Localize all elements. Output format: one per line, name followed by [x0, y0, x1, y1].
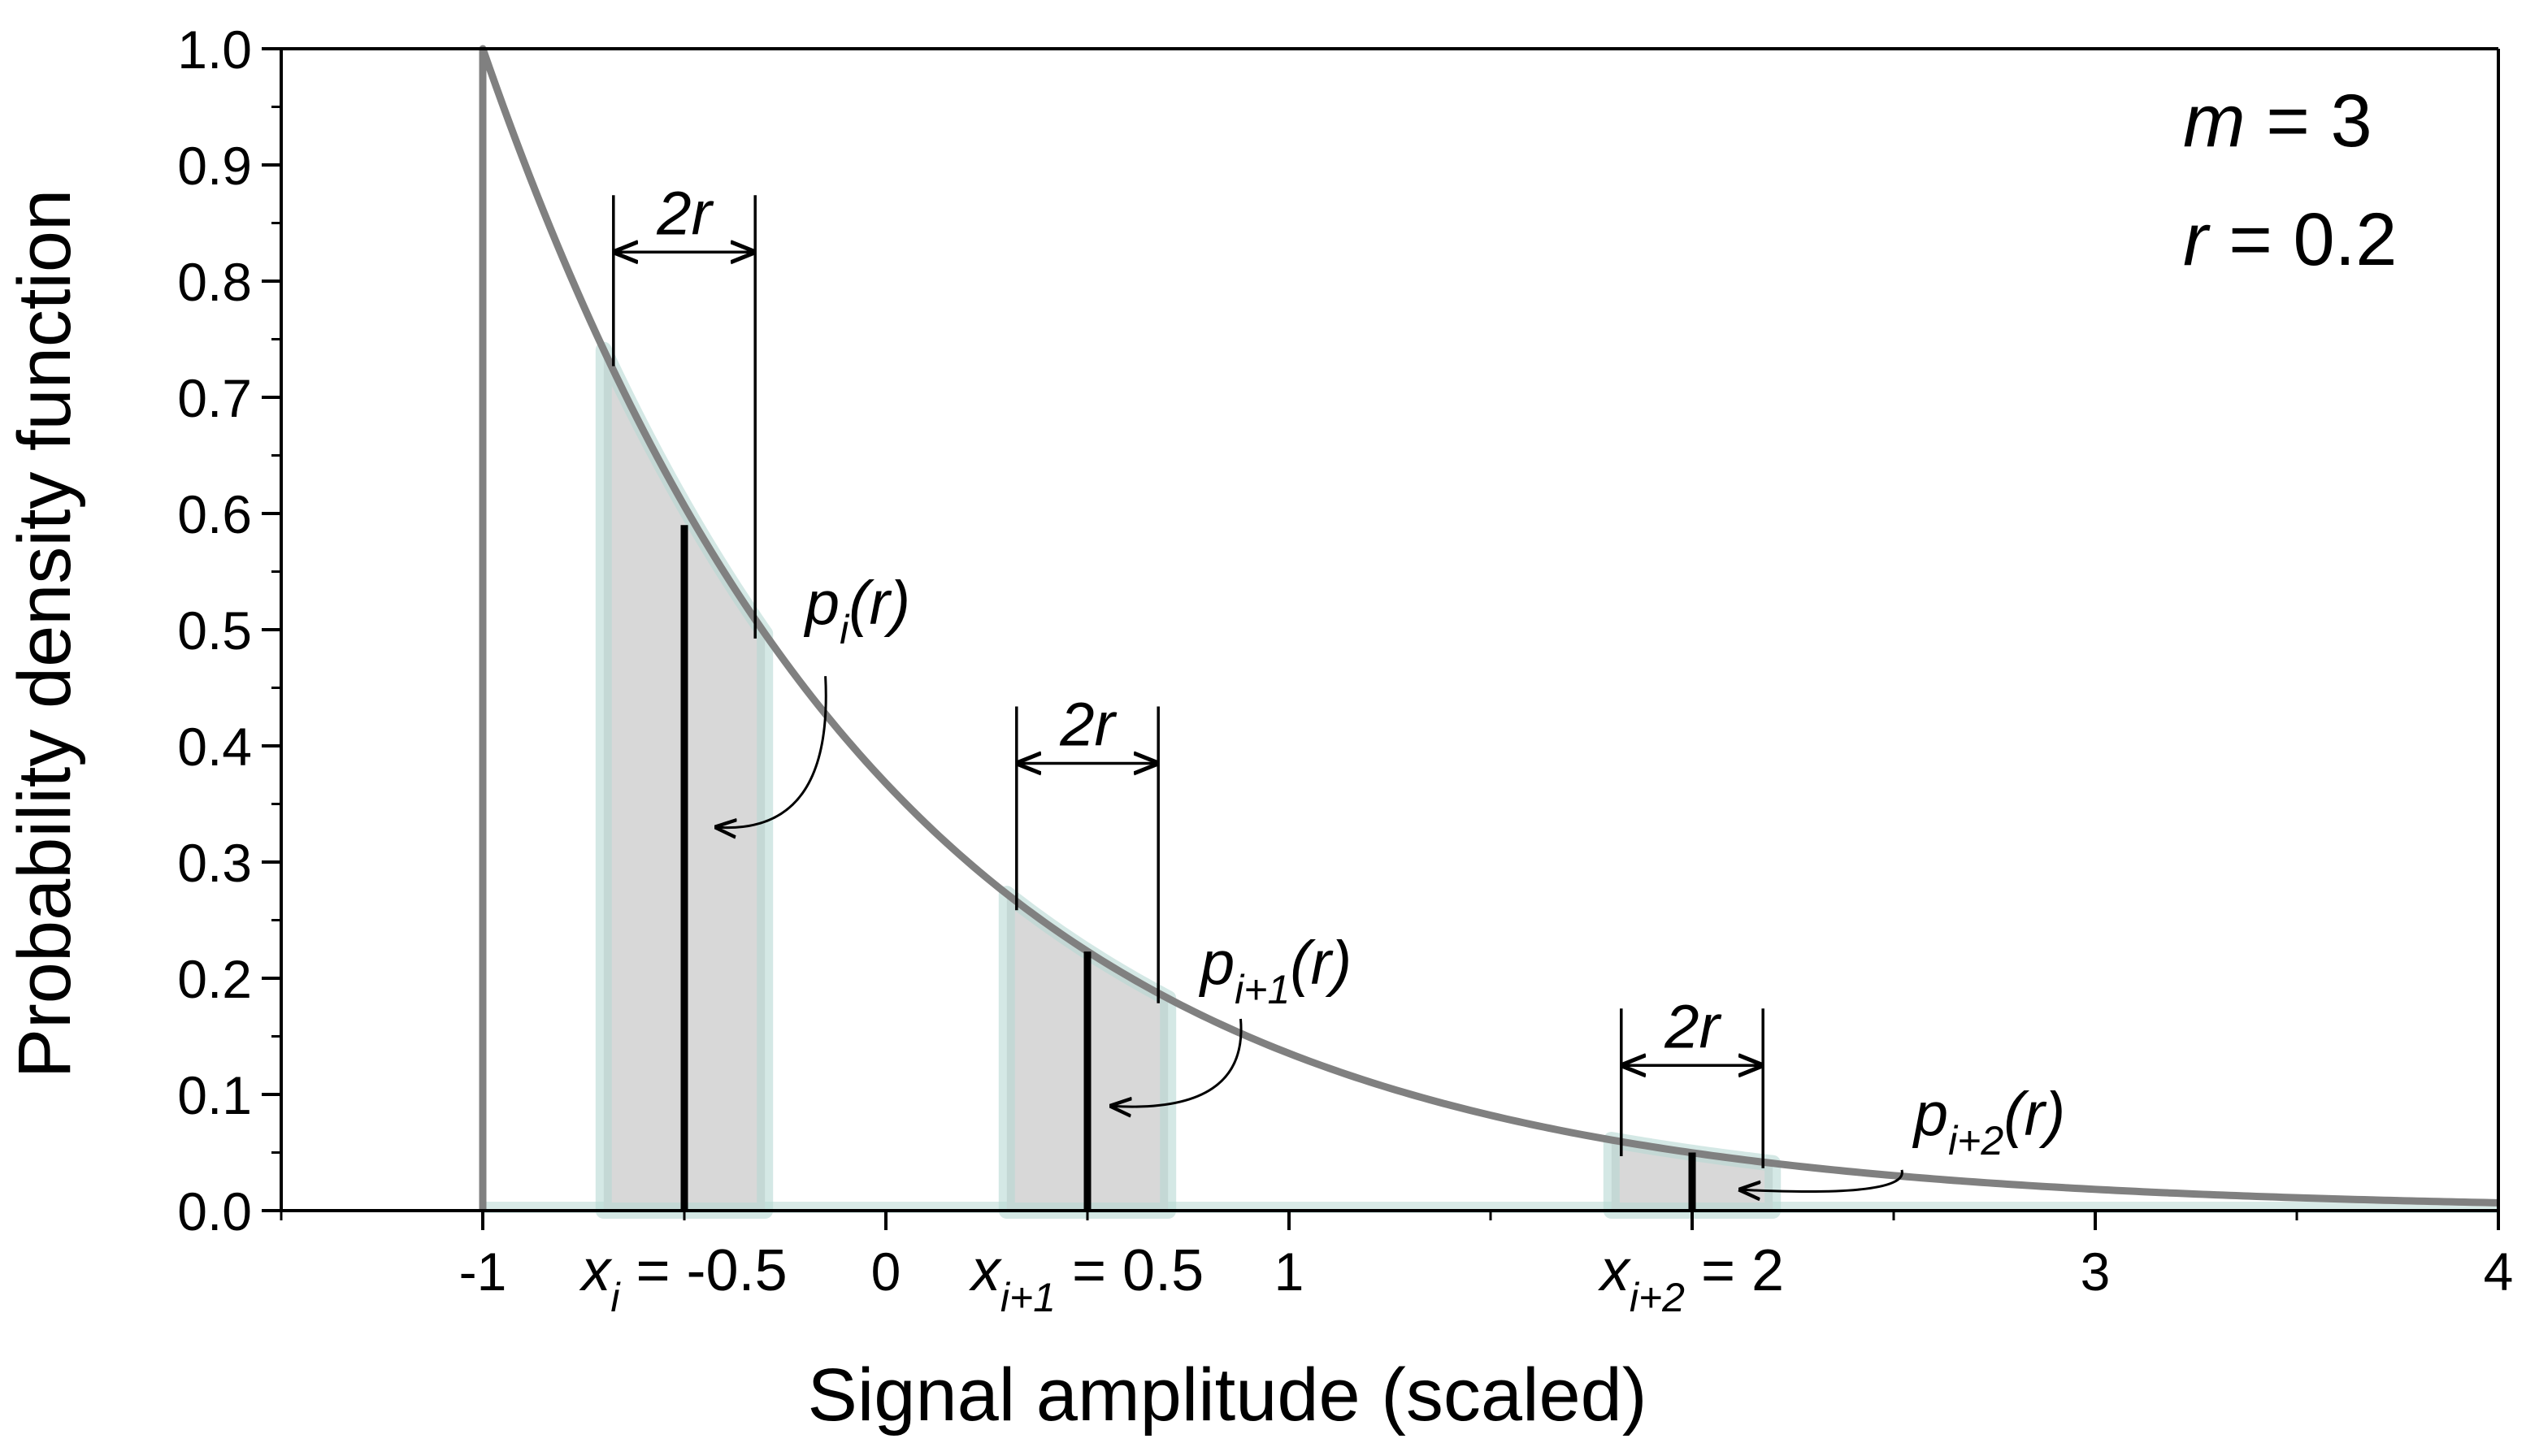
x-tick-label: 4	[2484, 1242, 2514, 1302]
axes: 0.0 0.1 0.2 0.3 0.4 0.5 0.6 0.7 0.8 0.9 1.0 -1 0 1 3 4	[177, 20, 2513, 1302]
y-tick-label: 0.4	[177, 717, 252, 777]
center-label: xi+1 = 0.5	[969, 1238, 1204, 1320]
prob-pointer-arrow	[1112, 1018, 1243, 1107]
x-tick-label: 0	[871, 1242, 901, 1302]
width-label: 2r	[656, 179, 714, 248]
m-parameter-label: m = 3	[2183, 80, 2372, 162]
x-axis-label: Signal amplitude (scaled)	[808, 1354, 1647, 1436]
y-tick-label: 0.3	[177, 833, 252, 893]
x-tick-label: 3	[2081, 1242, 2111, 1302]
y-tick-label: 0.0	[177, 1181, 252, 1242]
prob-label: pi+1(r)	[1199, 929, 1352, 1012]
y-tick-label: 0.9	[177, 136, 252, 196]
y-tick-label: 0.6	[177, 484, 252, 544]
y-tick-label: 0.8	[177, 252, 252, 312]
pdf-curve-group	[479, 45, 2499, 1211]
pdf-curve	[479, 45, 2499, 1211]
width-label: 2r	[1664, 992, 1721, 1061]
r-parameter-label: r = 0.2	[2183, 198, 2397, 281]
interval-fills	[483, 341, 2498, 1219]
y-tick-label: 1.0	[177, 20, 252, 80]
center-label: xi = -0.5	[579, 1238, 787, 1320]
prob-pointer-arrow	[717, 676, 827, 827]
center-label: xi+2 = 2	[1598, 1238, 1784, 1320]
x-tick-label: 1	[1274, 1242, 1304, 1302]
y-tick-label: 0.5	[177, 600, 252, 661]
y-tick-label: 0.1	[177, 1065, 252, 1125]
x-tick-label: -1	[459, 1242, 507, 1302]
y-axis-label: Probability density function	[3, 189, 86, 1078]
interval-center-lines	[680, 525, 1696, 1211]
y-tick-label: 0.2	[177, 949, 252, 1009]
y-tick-label: 0.7	[177, 368, 252, 428]
width-label: 2r	[1059, 690, 1117, 759]
prob-label: pi(r)	[804, 569, 910, 652]
prob-label: pi+2(r)	[1912, 1080, 2065, 1164]
annotations: 2r xi = -0.5 pi(r) 2r xi+1 = 0.5 pi+1(r) 2r xi+…	[579, 179, 2065, 1320]
prob-pointer-arrow	[1741, 1169, 1903, 1192]
